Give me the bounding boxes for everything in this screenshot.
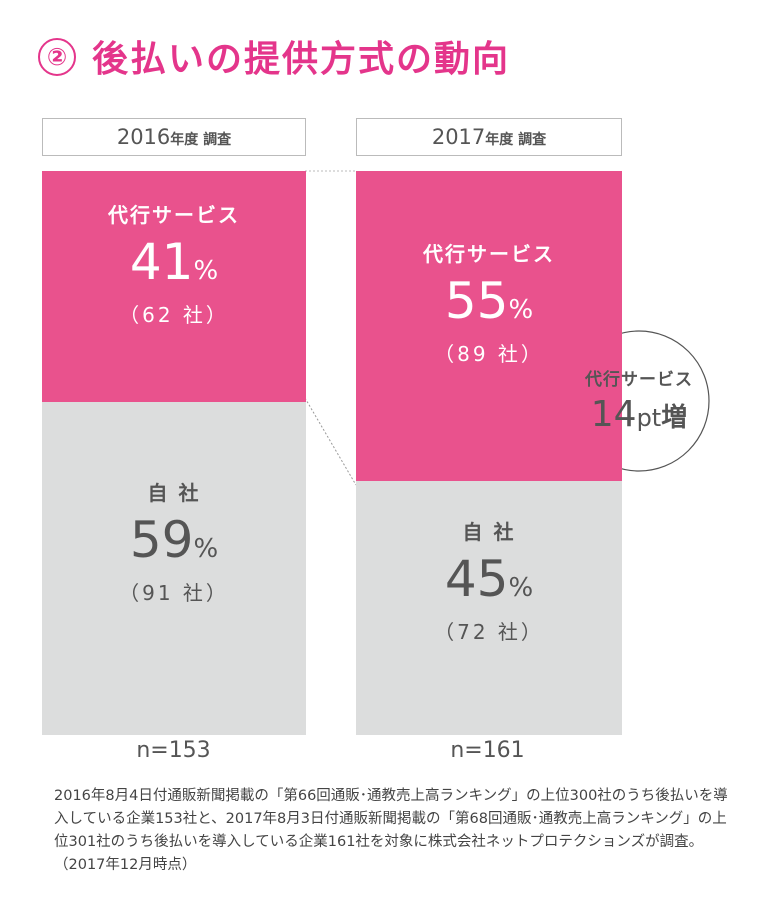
year-label-2016: 2016年度 調査 bbox=[42, 118, 306, 156]
segment-label: 自 社 bbox=[462, 520, 516, 545]
segment-label: 代行サービス bbox=[108, 202, 240, 227]
segment-percent: 45% bbox=[444, 550, 534, 609]
segment-count: （62 社） bbox=[119, 302, 229, 327]
n-2016: n=153 bbox=[136, 738, 211, 763]
segment-label: 代行サービス bbox=[423, 242, 555, 267]
section-number: ② bbox=[38, 38, 76, 76]
connector-line-split bbox=[304, 397, 357, 486]
segment-label: 自 社 bbox=[147, 480, 201, 505]
footnote: 2016年8月4日付通販新聞掲載の「第66回通販･通教売上高ランキング」の上位3… bbox=[54, 788, 728, 873]
agency-segment-2017: 代行サービス 55% （89 社） bbox=[356, 171, 622, 482]
segment-percent: 55% bbox=[444, 272, 534, 331]
segment-count: （91 社） bbox=[119, 580, 229, 605]
segment-count: （72 社） bbox=[434, 620, 544, 645]
agency-segment-2016: 代行サービス 41% （62 社） bbox=[42, 171, 306, 403]
title-text: 後払いの提供方式の動向 bbox=[92, 39, 511, 80]
self-segment-2016: 自 社 59% （91 社） bbox=[42, 402, 306, 735]
segment-percent: 59% bbox=[129, 510, 219, 569]
segment-percent: 41% bbox=[129, 232, 219, 291]
page-title: ② 後払いの提供方式の動向 bbox=[38, 30, 510, 82]
bubble-value: 14pt増 bbox=[590, 394, 688, 435]
n-2017: n=161 bbox=[450, 738, 525, 763]
bubble-label: 代行サービス bbox=[585, 370, 693, 390]
increase-bubble: 代行サービス 14pt増 bbox=[569, 331, 709, 471]
year-label-2017: 2017年度 調査 bbox=[356, 118, 622, 156]
self-segment-2017: 自 社 45% （72 社） bbox=[356, 481, 622, 735]
segment-count: （89 社） bbox=[434, 342, 544, 367]
